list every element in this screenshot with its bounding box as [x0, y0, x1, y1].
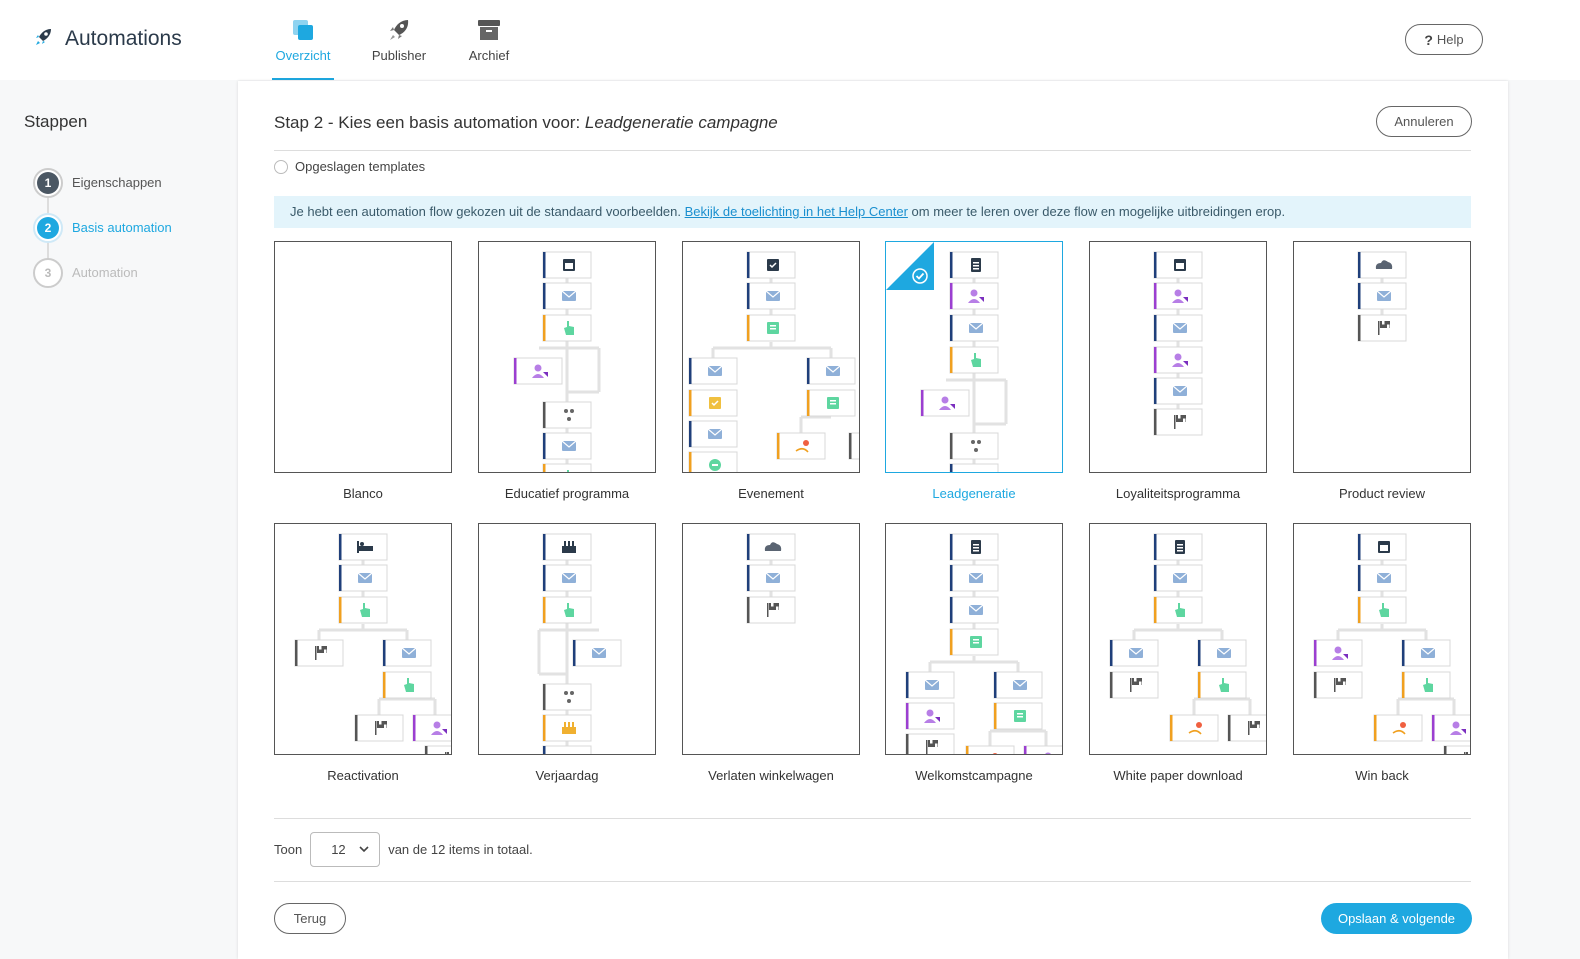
help-label: Help — [1436, 32, 1464, 47]
back-button[interactable]: Terug — [274, 903, 346, 934]
tab-overzicht[interactable]: Overzicht — [272, 12, 334, 80]
show-label: Toon — [274, 842, 303, 857]
saved-templates-label: Opgeslagen templates — [295, 159, 426, 174]
total-text: van de 12 items in totaal. — [388, 842, 533, 857]
template-card[interactable] — [1293, 241, 1471, 473]
flow-preview — [905, 533, 1062, 754]
step-label: Automation — [72, 265, 138, 280]
template-name[interactable]: Reactivation — [327, 768, 399, 783]
chevron-down-icon — [359, 846, 369, 853]
saved-templates-option[interactable]: Opgeslagen templates — [274, 159, 425, 174]
radio-button[interactable] — [274, 159, 288, 174]
tab-label: Overzicht — [275, 48, 331, 63]
template-name[interactable]: Educatief programma — [504, 486, 630, 501]
flow-preview — [275, 242, 452, 473]
template-card[interactable] — [478, 241, 656, 473]
flow-preview — [1313, 533, 1470, 754]
step-label: Basis automation — [72, 220, 172, 235]
app-title: Automations — [65, 26, 182, 50]
template-card[interactable] — [1089, 523, 1267, 755]
rocket-icon — [387, 16, 411, 42]
page-size-select[interactable]: 12 — [310, 832, 381, 867]
template-name[interactable]: Win back — [1355, 768, 1409, 783]
step-number: 2 — [37, 216, 59, 239]
tab-archief[interactable]: Archief — [444, 12, 534, 80]
step-basis-automation[interactable]: 2 Basis automation — [33, 205, 172, 250]
flow-preview — [1357, 251, 1407, 342]
selected-check-icon — [886, 242, 934, 290]
tab-label: Publisher — [371, 48, 427, 63]
template-name[interactable]: White paper download — [1113, 768, 1243, 783]
template-card[interactable] — [274, 523, 452, 755]
template-name[interactable]: Loyaliteitsprogramma — [1115, 486, 1241, 501]
app-header: Automations Overzicht Publisher Archief … — [0, 0, 1580, 80]
flow-preview — [688, 251, 859, 472]
flow-preview — [294, 533, 451, 754]
template-card[interactable] — [885, 241, 1063, 473]
help-button[interactable]: ? Help — [1405, 24, 1483, 55]
main-panel: Stap 2 - Kies een basis automation voor:… — [238, 81, 1508, 959]
template-name[interactable]: Product review — [1339, 486, 1425, 501]
template-card[interactable] — [885, 523, 1063, 755]
tab-label: Archief — [468, 48, 510, 63]
steps-title: Stappen — [24, 112, 88, 131]
help-icon: ? — [1424, 31, 1433, 48]
step-number-circle: 3 — [33, 257, 63, 288]
title-prefix: Stap 2 - Kies een basis automation voor: — [274, 113, 585, 132]
help-center-link[interactable]: Bekijk de toelichting in het Help Center — [684, 204, 908, 219]
flow-preview — [513, 251, 601, 472]
template-name[interactable]: Verjaardag — [535, 768, 599, 783]
template-card[interactable] — [682, 241, 860, 473]
template-name[interactable]: Leadgeneratie — [932, 486, 1016, 501]
archive-icon — [477, 16, 501, 42]
campaign-name: Leadgeneratie campagne — [584, 113, 778, 132]
overview-icon — [291, 16, 315, 42]
pagination: Toon 12 van de 12 items in totaal. — [274, 832, 533, 867]
template-card[interactable] — [478, 523, 656, 755]
page-size-value: 12 — [331, 842, 346, 857]
template-name[interactable]: Blanco — [343, 486, 383, 501]
tab-publisher[interactable]: Publisher — [354, 12, 444, 80]
info-text: Je hebt een automation flow gekozen uit … — [290, 204, 685, 219]
divider — [274, 150, 1471, 151]
main-nav: Overzicht Publisher Archief — [272, 12, 534, 80]
step-list: 1 Eigenschappen 2 Basis automation 3 Aut… — [33, 160, 172, 295]
flow-preview — [1109, 533, 1266, 742]
flow-preview — [920, 251, 1008, 472]
info-banner: Je hebt een automation flow gekozen uit … — [274, 196, 1471, 228]
template-name[interactable]: Welkomstcampagne — [915, 768, 1033, 783]
flow-preview — [537, 533, 622, 754]
divider — [274, 818, 1471, 819]
step-number-circle: 1 — [33, 167, 63, 198]
step-label: Eigenschappen — [72, 175, 162, 190]
cancel-button[interactable]: Annuleren — [1376, 106, 1472, 137]
template-name[interactable]: Verlaten winkelwagen — [708, 768, 834, 783]
step-number-circle: 2 — [33, 212, 63, 243]
step-automation: 3 Automation — [33, 250, 172, 295]
rocket-icon — [33, 26, 55, 51]
step-eigenschappen[interactable]: 1 Eigenschappen — [33, 160, 172, 205]
template-card[interactable] — [1293, 523, 1471, 755]
page-title: Stap 2 - Kies een basis automation voor:… — [274, 113, 778, 133]
divider — [274, 881, 1471, 882]
step-number: 1 — [37, 171, 59, 194]
template-card[interactable] — [274, 241, 452, 473]
template-card[interactable] — [1089, 241, 1267, 473]
flow-preview — [1153, 251, 1203, 436]
template-name[interactable]: Evenement — [738, 486, 804, 501]
template-card[interactable] — [682, 523, 860, 755]
info-text: om meer te leren over deze flow en mogel… — [907, 204, 1286, 219]
brand[interactable]: Automations — [33, 26, 182, 51]
save-next-button[interactable]: Opslaan & volgende — [1321, 903, 1472, 934]
step-number: 3 — [37, 261, 59, 284]
flow-preview — [746, 533, 796, 624]
